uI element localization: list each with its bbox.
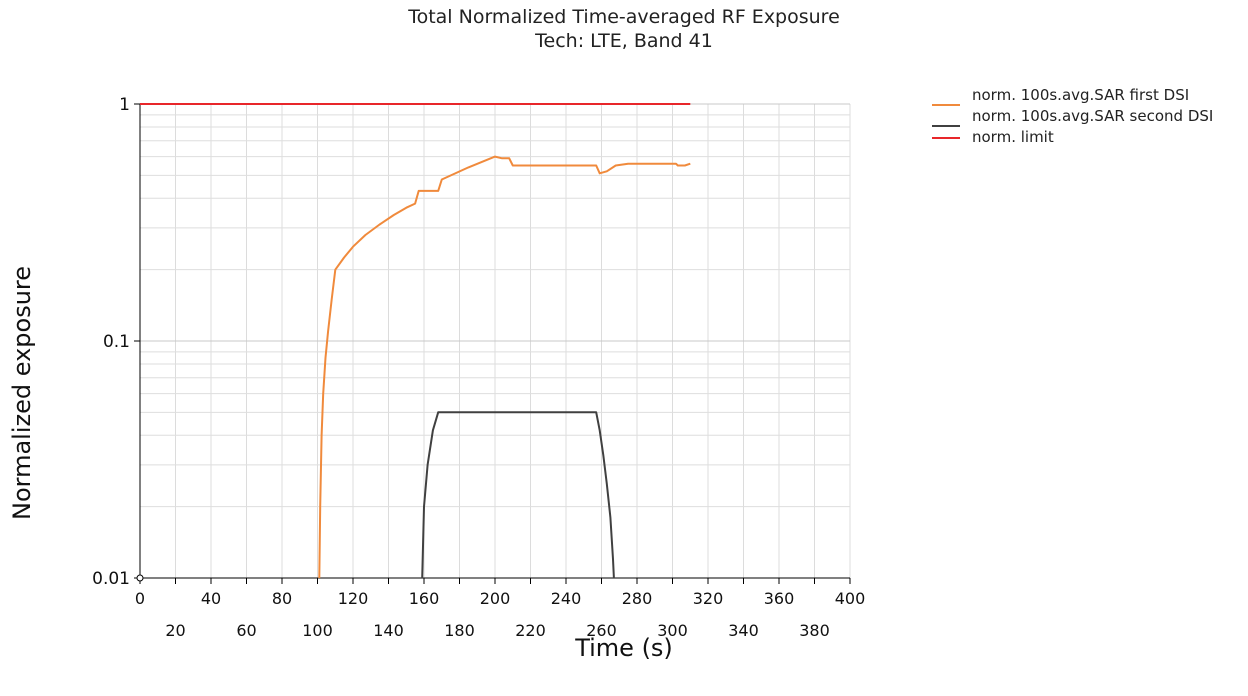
x-tick-label: 260 — [586, 621, 617, 640]
x-tick-label: 20 — [165, 621, 185, 640]
y-tick-label: 0.1 — [103, 332, 130, 352]
x-tick-label: 280 — [622, 589, 653, 608]
x-tick-label: 40 — [201, 589, 221, 608]
x-tick-label: 360 — [764, 589, 795, 608]
x-tick-label: 220 — [515, 621, 546, 640]
x-tick-label: 240 — [551, 589, 582, 608]
x-tick-label: 60 — [236, 621, 256, 640]
chart-subtitle: Tech: LTE, Band 41 — [535, 30, 713, 52]
chart-title: Total Normalized Time-averaged RF Exposu… — [408, 6, 840, 28]
legend-label-limit: norm. limit — [972, 128, 1054, 146]
y-tick-label: 1 — [119, 95, 130, 115]
x-tick-label: 160 — [409, 589, 440, 608]
x-tick-label: 380 — [799, 621, 830, 640]
x-axis-label: Time (s) — [575, 634, 673, 662]
legend-swatch-first-dsi — [932, 104, 960, 106]
x-tick-label: 180 — [444, 621, 475, 640]
x-tick-label: 400 — [835, 589, 866, 608]
x-tick-label: 100 — [302, 621, 333, 640]
legend-item-second-dsi: norm. 100s.avg.SAR second DSI — [928, 107, 1248, 127]
legend-item-limit: norm. limit — [928, 128, 1248, 147]
legend-swatch-second-dsi — [932, 125, 960, 127]
x-tick-label: 140 — [373, 621, 404, 640]
x-tick-label: 80 — [272, 589, 292, 608]
x-tick-label: 200 — [480, 589, 511, 608]
series-line-first-dsi — [318, 155, 691, 579]
y-axis-label: Normalized exposure — [8, 265, 36, 520]
legend-label-first-dsi: norm. 100s.avg.SAR first DSI — [972, 86, 1190, 104]
legend: norm. 100s.avg.SAR first DSI norm. 100s.… — [928, 86, 1248, 149]
legend-label-second-dsi: norm. 100s.avg.SAR second DSI — [972, 107, 1214, 125]
y-tick-label: 0.01 — [92, 569, 130, 589]
x-tick-label: 340 — [728, 621, 759, 640]
x-tick-label: 300 — [657, 621, 688, 640]
series-line-second-dsi — [421, 411, 615, 579]
x-tick-label: 0 — [135, 589, 145, 608]
legend-swatch-limit — [932, 137, 960, 139]
origin-marker — [136, 574, 144, 582]
x-tick-label: 120 — [338, 589, 369, 608]
x-tick-label: 320 — [693, 589, 724, 608]
legend-item-first-dsi: norm. 100s.avg.SAR first DSI — [928, 86, 1248, 106]
